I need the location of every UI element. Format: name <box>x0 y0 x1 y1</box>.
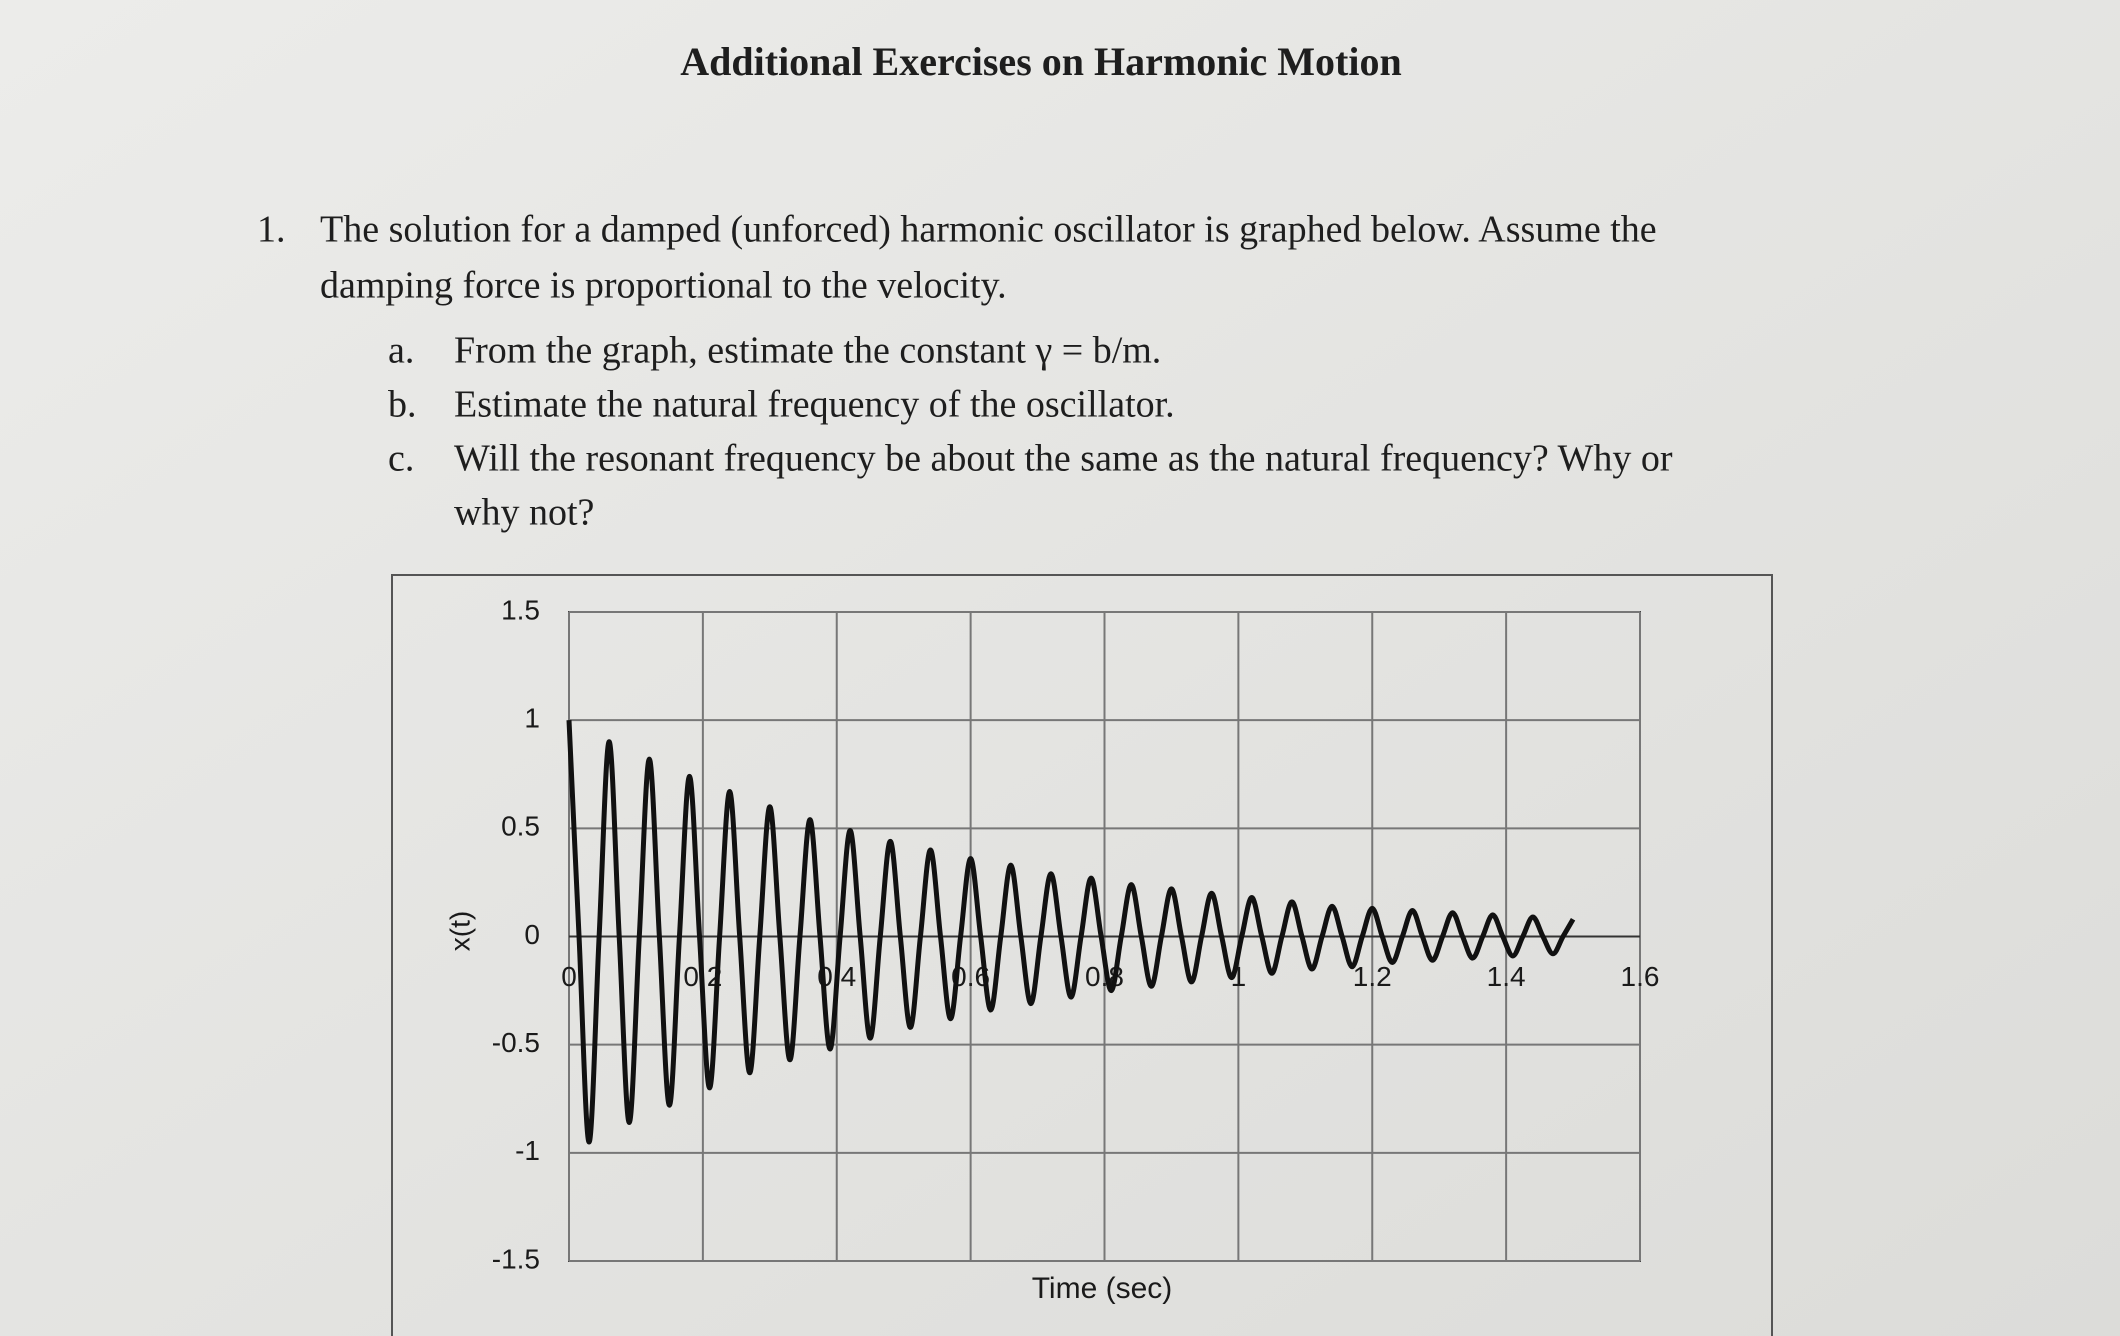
part-text: Estimate the natural frequency of the os… <box>454 384 1175 426</box>
x-tick-label: 0 <box>561 961 577 992</box>
part-text: why not? <box>454 492 594 534</box>
part-text: From the graph, estimate the constant γ … <box>454 330 1161 372</box>
part-text: Will the resonant frequency be about the… <box>454 438 1673 480</box>
x-axis-title: Time (sec) <box>1032 1272 1173 1305</box>
question-text: The solution for a damped (unforced) har… <box>320 209 1657 251</box>
question-text: damping force is proportional to the vel… <box>320 265 1007 307</box>
y-tick-label: 0 <box>524 919 540 950</box>
data-line <box>566 720 1576 1145</box>
part-label: a. <box>388 330 414 372</box>
question-number: 1. <box>257 209 286 251</box>
x-tick-label: 1.4 <box>1487 961 1526 992</box>
y-tick-label: 1 <box>524 703 540 734</box>
y-tick-label: 1.5 <box>501 594 540 625</box>
chart-frame <box>391 574 1773 1336</box>
y-tick-label: -0.5 <box>492 1027 540 1058</box>
title: Additional Exercises on Harmonic Motion <box>680 39 1401 84</box>
x-tick-label: 1.6 <box>1621 961 1660 992</box>
y-tick-label: -1 <box>515 1135 540 1166</box>
x-tick-label: 1.2 <box>1353 961 1392 992</box>
part-label: c. <box>388 438 414 480</box>
part-label: b. <box>388 384 417 426</box>
y-tick-label: -1.5 <box>492 1243 540 1274</box>
y-axis-title: x(t) <box>444 911 475 951</box>
y-tick-label: 0.5 <box>501 811 540 842</box>
